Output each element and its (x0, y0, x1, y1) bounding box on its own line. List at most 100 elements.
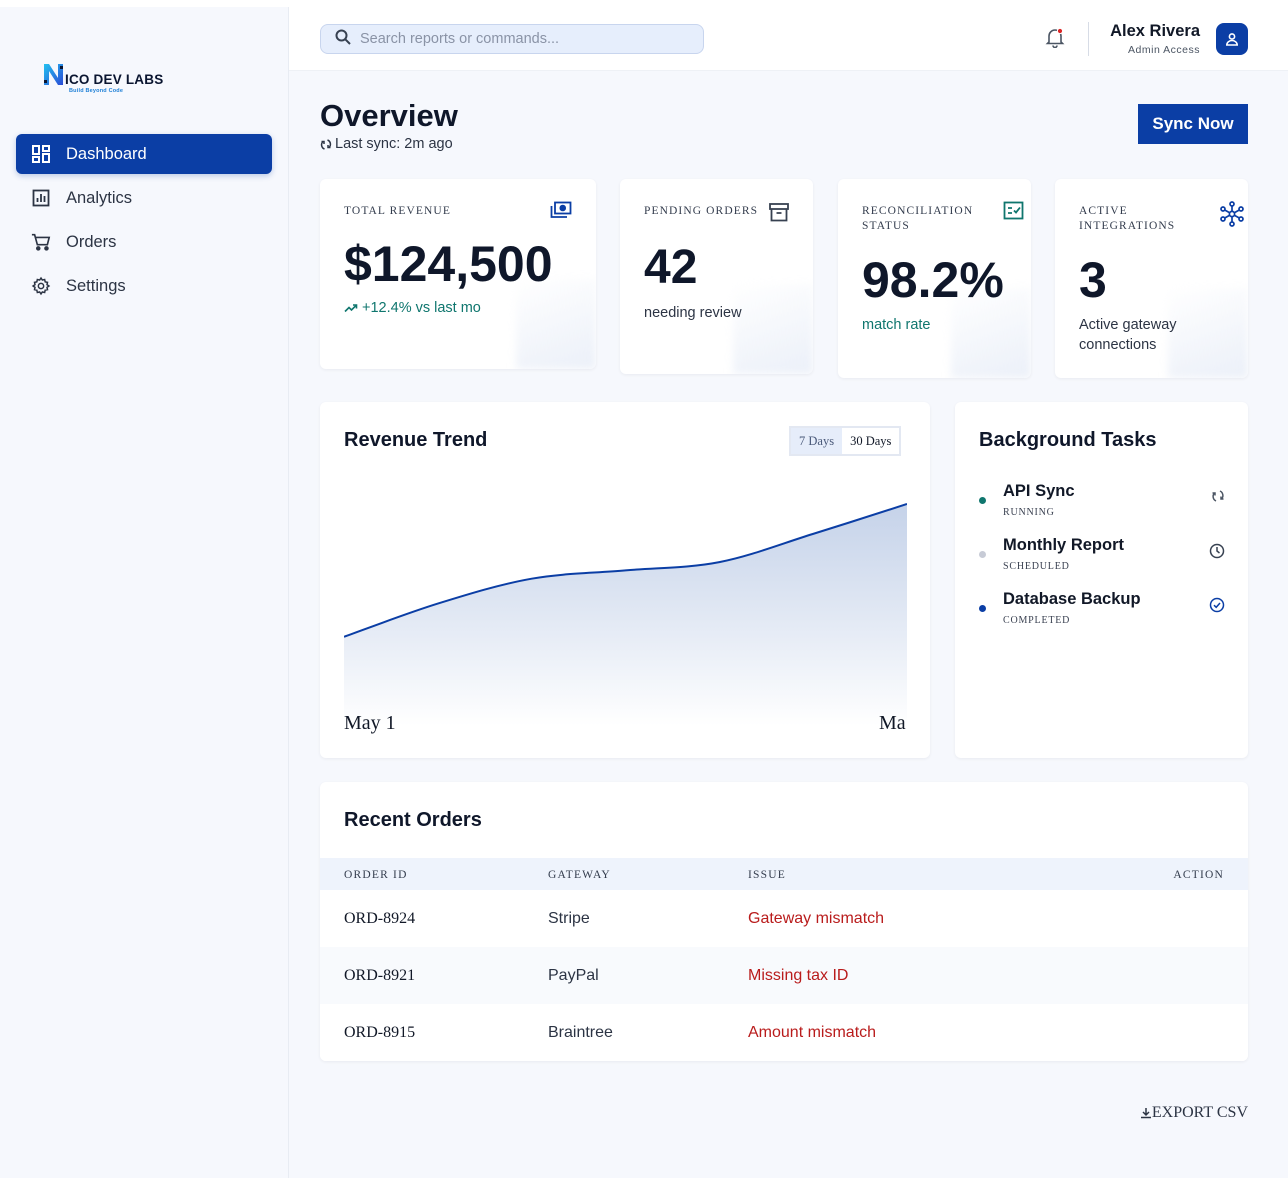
stat-sub: Active gateway connections (1079, 317, 1177, 353)
checklist-icon (1003, 201, 1024, 225)
panel-title: Revenue Trend (344, 429, 488, 451)
analytics-icon (31, 188, 51, 208)
order-issue: Missing tax ID (748, 967, 849, 984)
order-id: ORD-8915 (344, 1024, 416, 1041)
column-header: GATEWAY (548, 869, 611, 881)
user-name: Alex Rivera (1110, 22, 1200, 40)
stat-label: TOTAL REVENUE (344, 205, 451, 217)
search-box[interactable] (320, 24, 704, 54)
stat-value: 42 (644, 241, 698, 294)
task-item[interactable]: Monthly Report SCHEDULED (979, 536, 1225, 576)
stat-label: RECONCILIATION STATUS (862, 205, 974, 232)
range-7-days[interactable]: 7 Days (799, 433, 835, 448)
sidebar-item-label: Settings (66, 276, 126, 295)
table-header (320, 858, 1248, 890)
range-toggle[interactable]: 7 Days 30 Days (789, 426, 902, 456)
stat-sub: needing review (644, 305, 742, 321)
table-row[interactable]: ORD-8924 Stripe Gateway mismatch (320, 890, 1248, 947)
export-label: EXPORT CSV (1151, 1104, 1248, 1121)
stat-card-pending-orders: PENDING ORDERS 42 needing review (620, 179, 813, 374)
table-row[interactable]: ORD-8915 Braintree Amount mismatch (320, 1004, 1248, 1061)
stat-label: ACTIVE INTEGRATIONS (1079, 205, 1176, 232)
stat-sub: match rate (862, 317, 931, 333)
x-tick-label-end: Ma (879, 712, 906, 734)
avatar[interactable] (1216, 23, 1248, 55)
stat-sub: +12.4% vs last mo (362, 300, 481, 316)
gear-icon (31, 276, 51, 296)
order-gateway: Stripe (548, 910, 590, 927)
chart-line (344, 503, 907, 638)
task-status: COMPLETED (1003, 615, 1071, 626)
sidebar: ICO DEV LABS Build Beyond Code Dashboard… (0, 7, 289, 1178)
card-decoration (733, 284, 813, 374)
sync-icon (320, 138, 332, 150)
main-content: Overview Last sync: 2m ago Sync Now TOTA… (289, 71, 1288, 1178)
page-title: Overview (320, 98, 458, 133)
sidebar-item-label: Orders (66, 232, 117, 251)
check-circle-icon (1209, 597, 1225, 618)
order-gateway: Braintree (548, 1024, 613, 1041)
table-row[interactable]: ORD-8921 PayPal Missing tax ID (320, 947, 1248, 1004)
sidebar-item-dashboard[interactable]: Dashboard (16, 134, 272, 174)
user-icon (1225, 33, 1239, 46)
dashboard-icon (31, 144, 51, 164)
stat-card-reconciliation: RECONCILIATION STATUS 98.2% match rate (838, 179, 1031, 378)
user-role: Admin Access (1128, 44, 1200, 56)
task-status: SCHEDULED (1003, 561, 1070, 572)
trending-up-icon (344, 304, 358, 313)
header-divider (1088, 22, 1089, 56)
task-item[interactable]: API Sync RUNNING (979, 482, 1225, 522)
card-decoration (951, 288, 1031, 378)
task-item[interactable]: Database Backup COMPLETED (979, 590, 1225, 630)
order-id: ORD-8924 (344, 910, 416, 927)
last-sync-status: Last sync: 2m ago (320, 136, 453, 152)
x-tick-label-start: May 1 (344, 712, 396, 734)
stat-value: 3 (1079, 252, 1107, 308)
chart-area (344, 504, 907, 726)
sidebar-item-orders[interactable]: Orders (16, 222, 272, 262)
search-icon (335, 29, 351, 50)
export-csv-button[interactable]: EXPORT CSV (1140, 1104, 1248, 1122)
panel-title: Background Tasks (979, 429, 1157, 451)
stat-trend: +12.4% vs last mo (344, 298, 481, 318)
card-decoration (516, 279, 596, 369)
sync-now-button[interactable]: Sync Now (1138, 104, 1248, 144)
column-header: ACTION (1173, 869, 1224, 881)
stat-card-active-integrations: ACTIVE INTEGRATIONS 3 Active gateway con… (1055, 179, 1248, 378)
sidebar-item-analytics[interactable]: Analytics (16, 178, 272, 218)
clock-icon (1209, 543, 1225, 564)
brand-logo[interactable]: ICO DEV LABS Build Beyond Code (42, 61, 164, 97)
order-id: ORD-8921 (344, 967, 416, 984)
logo-mark-icon (44, 64, 63, 85)
order-issue: Amount mismatch (748, 1024, 877, 1041)
last-sync-text: Last sync: 2m ago (335, 136, 453, 152)
task-name: API Sync (1003, 482, 1075, 500)
range-30-days[interactable]: 30 Days (842, 428, 900, 454)
stat-card-total-revenue: TOTAL REVENUE $124,500 +12.4% vs last mo (320, 179, 596, 369)
task-name: Database Backup (1003, 590, 1141, 608)
column-header: ORDER ID (344, 869, 408, 881)
panel-title: Recent Orders (344, 809, 482, 831)
task-name: Monthly Report (1003, 536, 1124, 554)
brand-tagline: Build Beyond Code (69, 88, 124, 94)
hub-icon (1219, 201, 1245, 232)
sidebar-item-settings[interactable]: Settings (16, 266, 272, 306)
column-header: ISSUE (748, 869, 786, 881)
recent-orders-panel: Recent Orders ORDER ID GATEWAY ISSUE ACT… (320, 782, 1248, 1061)
revenue-chart: May 1 Ma (344, 503, 907, 734)
notification-bell-icon[interactable] (1045, 26, 1065, 53)
search-input[interactable] (360, 31, 680, 47)
revenue-trend-panel: Revenue Trend 7 Days 30 Days May 1 Ma (320, 402, 930, 758)
stat-value: 98.2% (862, 252, 1004, 308)
sidebar-item-label: Dashboard (66, 144, 147, 163)
background-tasks-panel: Background Tasks API Sync RUNNING Monthl… (955, 402, 1248, 758)
top-bar: Alex Rivera Admin Access (289, 7, 1288, 71)
order-gateway: PayPal (548, 967, 599, 984)
status-dot (979, 497, 986, 504)
sidebar-item-label: Analytics (66, 188, 133, 207)
download-icon (1140, 1108, 1151, 1119)
stat-label: PENDING ORDERS (644, 205, 759, 217)
brand-name: ICO DEV LABS (65, 72, 164, 87)
archive-icon (768, 201, 790, 228)
order-issue: Gateway mismatch (748, 910, 885, 927)
